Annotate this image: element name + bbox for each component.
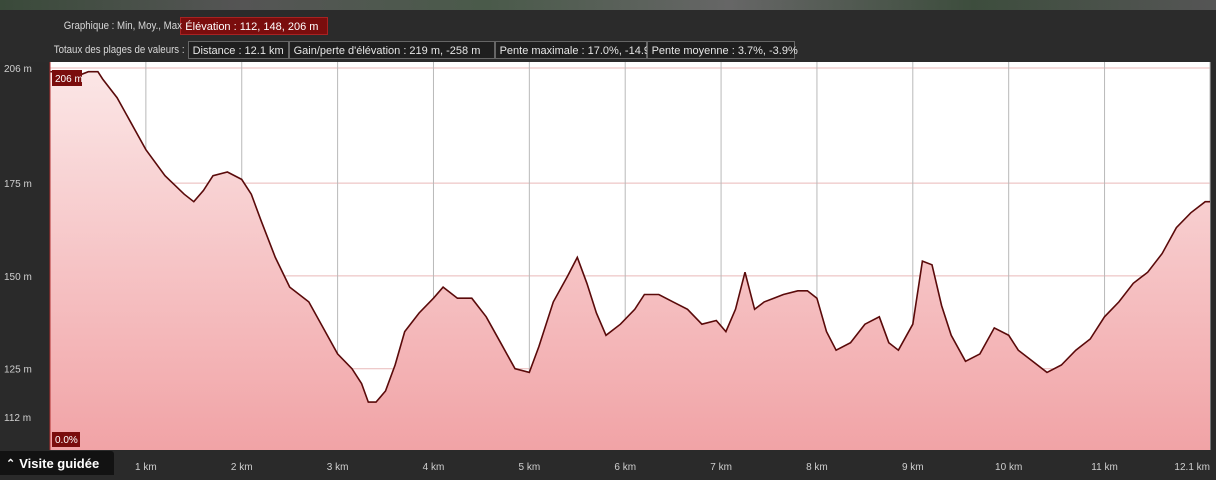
x-tick-label: 12.1 km bbox=[1174, 462, 1210, 473]
elevation-chart-svg[interactable]: 206 m 175 m 150 m 125 m 112 m 1 km 2 km 3 km 4 k… bbox=[0, 62, 1216, 475]
chevron-up-icon: ⌃ bbox=[6, 457, 16, 470]
x-tick-label: 5 km bbox=[519, 462, 541, 473]
y-tick-label: 112 m bbox=[4, 413, 31, 424]
y-tick-label: 175 m bbox=[4, 179, 32, 190]
cursor-elevation-label: 206 m bbox=[55, 74, 83, 85]
avg-slope-box: Pente moyenne : 3.7%, -3.9% bbox=[646, 41, 798, 59]
x-tick-label: 10 km bbox=[995, 462, 1022, 473]
cursor-elevation-badge bbox=[52, 70, 82, 86]
elevation-stats-box: Élévation : 112, 148, 206 m bbox=[180, 17, 329, 35]
gain-loss-box: Gain/perte d'élévation : 219 m, -258 m bbox=[288, 41, 495, 59]
x-tick-label: 6 km bbox=[614, 462, 636, 473]
y-tick-label: 125 m bbox=[4, 365, 32, 376]
x-tick-label: 3 km bbox=[327, 462, 349, 473]
distance-box: Distance : 12.1 km bbox=[187, 41, 289, 59]
elevation-area bbox=[50, 71, 1210, 450]
totals-label: Totaux des plages de valeurs : bbox=[53, 44, 185, 56]
x-tick-label: 9 km bbox=[902, 462, 924, 473]
x-tick-label: 4 km bbox=[423, 462, 445, 473]
summary-row-graph: Graphique : Min, Moy., Max Élévation : 1… bbox=[0, 16, 329, 36]
guided-tour-label: Visite guidée bbox=[19, 455, 100, 471]
summary-row-totals: Totaux des plages de valeurs : Distance … bbox=[0, 40, 798, 60]
elevation-line bbox=[50, 70, 1210, 403]
guided-tour-button[interactable]: ⌃ Visite guidée bbox=[0, 451, 114, 475]
x-tick-label: 7 km bbox=[710, 462, 732, 473]
x-tick-label: 1 km bbox=[135, 462, 157, 473]
max-slope-box: Pente maximale : 17.0%, -14.9% bbox=[494, 41, 660, 59]
x-tick-label: 2 km bbox=[231, 462, 253, 473]
x-tick-label: 11 km bbox=[1091, 462, 1118, 473]
x-tick-label: 8 km bbox=[806, 462, 828, 473]
cursor-slope-label: 0.0% bbox=[55, 435, 78, 446]
cursor-slope-badge bbox=[52, 432, 80, 447]
top-map-strip bbox=[0, 0, 1216, 10]
elevation-chart[interactable]: 206 m 175 m 150 m 125 m 112 m 1 km 2 km 3 km 4 k… bbox=[0, 62, 1216, 475]
y-tick-label: 206 m bbox=[4, 64, 32, 75]
summary-panel: Graphique : Min, Moy., Max Élévation : 1… bbox=[0, 10, 1216, 62]
graph-label: Graphique : Min, Moy., Max bbox=[63, 20, 182, 32]
y-tick-label: 150 m bbox=[4, 272, 32, 283]
